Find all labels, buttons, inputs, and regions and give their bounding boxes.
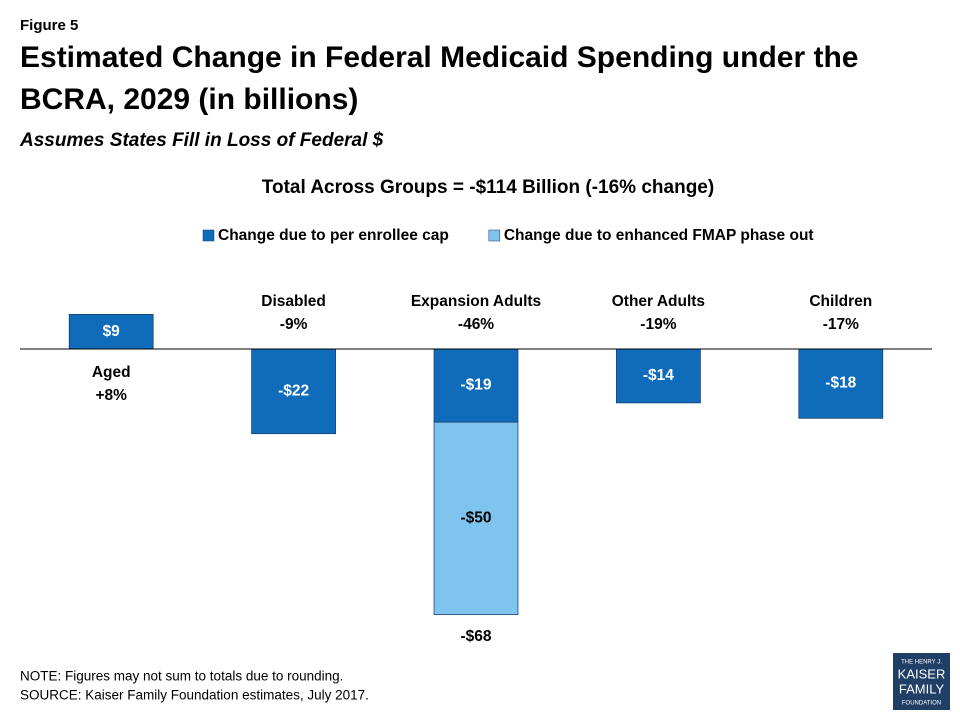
data-label: -$22 — [278, 382, 309, 399]
category-label: Other Adults — [612, 293, 705, 310]
logo-text: THE HENRY J. — [901, 660, 942, 666]
category-label: Expansion Adults — [411, 293, 541, 310]
category-label: Disabled — [261, 293, 326, 310]
logo-text: FAMILY — [899, 681, 945, 696]
category-change: -46% — [458, 316, 494, 333]
data-label: -$14 — [643, 367, 674, 384]
chart-title: BCRA, 2029 (in billions) — [20, 83, 358, 116]
note: SOURCE: Kaiser Family Foundation estimat… — [20, 688, 369, 703]
data-label: -$19 — [460, 377, 491, 394]
logo: THE HENRY J. KAISER FAMILY FOUNDATION — [893, 653, 950, 710]
bar — [68, 313, 154, 350]
bar — [798, 348, 884, 419]
category-label: Children — [809, 293, 872, 310]
figure-label: Figure 5 — [20, 17, 78, 34]
category-change: +8% — [95, 387, 127, 404]
bar — [433, 421, 519, 616]
logo-box — [893, 653, 950, 710]
category-change: -17% — [823, 316, 859, 333]
legend-label: Change due to enhanced FMAP phase out — [504, 227, 814, 244]
legend-swatch — [202, 229, 215, 242]
data-label: $9 — [103, 323, 121, 340]
data-label: -$18 — [825, 375, 856, 392]
chart-heading: Total Across Groups = -$114 Billion (-16… — [262, 177, 714, 198]
total-label: -$68 — [460, 628, 491, 645]
category-change: -9% — [280, 316, 308, 333]
category-label: Aged — [92, 364, 131, 381]
data-label: -$50 — [460, 509, 491, 526]
legend-swatch — [488, 229, 501, 242]
note: NOTE: Figures may not sum to totals due … — [20, 669, 343, 684]
legend-label: Change due to per enrollee cap — [218, 227, 449, 244]
chart-subtitle: Assumes States Fill in Loss of Federal $ — [19, 130, 384, 151]
bar — [433, 348, 519, 423]
logo-text: KAISER — [898, 666, 946, 681]
category-change: -19% — [640, 316, 676, 333]
bar — [616, 348, 701, 404]
logo-text: FOUNDATION — [902, 701, 941, 707]
chart-title: Estimated Change in Federal Medicaid Spe… — [20, 41, 858, 74]
